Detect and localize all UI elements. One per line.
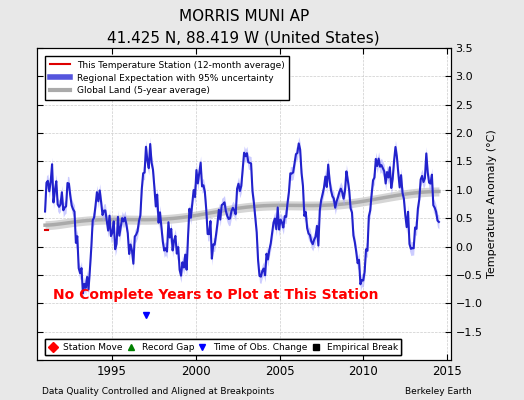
Text: Berkeley Earth: Berkeley Earth <box>405 387 472 396</box>
Text: No Complete Years to Plot at This Station: No Complete Years to Plot at This Statio… <box>53 288 379 302</box>
Text: Data Quality Controlled and Aligned at Breakpoints: Data Quality Controlled and Aligned at B… <box>42 387 274 396</box>
Title: MORRIS MUNI AP
41.425 N, 88.419 W (United States): MORRIS MUNI AP 41.425 N, 88.419 W (Unite… <box>107 10 380 46</box>
Legend: Station Move, Record Gap, Time of Obs. Change, Empirical Break: Station Move, Record Gap, Time of Obs. C… <box>46 339 401 356</box>
Y-axis label: Temperature Anomaly (°C): Temperature Anomaly (°C) <box>487 130 497 278</box>
